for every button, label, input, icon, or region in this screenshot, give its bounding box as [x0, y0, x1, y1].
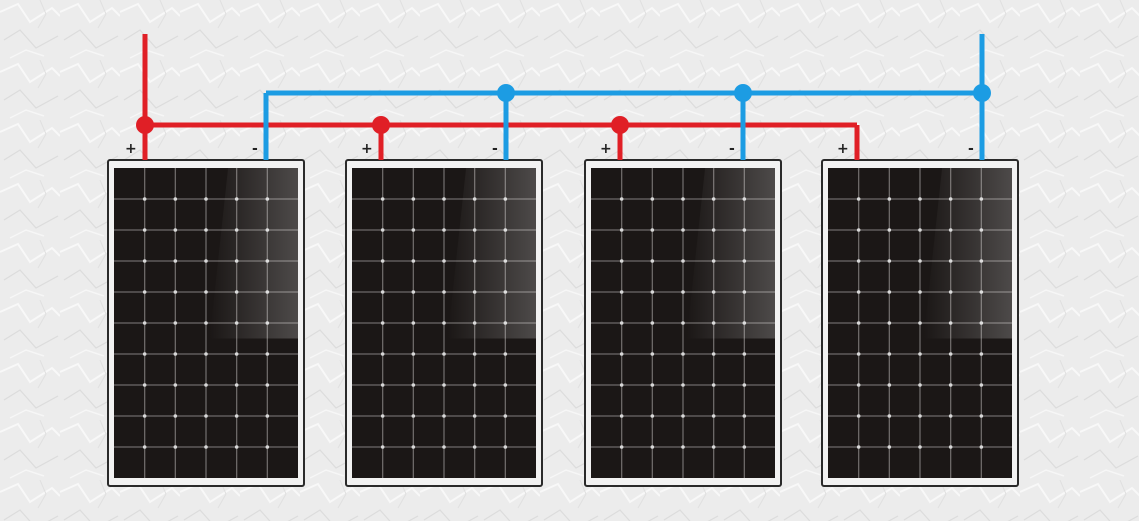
wiring	[136, 34, 991, 160]
panel-glare	[209, 168, 298, 339]
minus-terminal-label: -	[729, 141, 735, 157]
plus-terminal-label: +	[361, 141, 373, 157]
negative-junction	[497, 84, 515, 102]
panel-glare	[923, 168, 1012, 339]
solar-panel	[345, 159, 543, 487]
minus-terminal-label: -	[252, 141, 258, 157]
minus-terminal-label: -	[492, 141, 498, 157]
plus-terminal-label: +	[600, 141, 612, 157]
panel-glare	[686, 168, 775, 339]
negative-junction	[734, 84, 752, 102]
solar-panel	[107, 159, 305, 487]
solar-panel	[821, 159, 1019, 487]
minus-terminal-label: -	[968, 141, 974, 157]
negative-wiring	[263, 34, 991, 160]
positive-junction	[611, 116, 629, 134]
terminal-labels: + - + - + - + -	[125, 141, 974, 157]
positive-junction	[372, 116, 390, 134]
panel-glare	[447, 168, 536, 339]
solar-panels	[107, 159, 1019, 487]
plus-terminal-label: +	[125, 141, 137, 157]
plus-terminal-label: +	[837, 141, 849, 157]
negative-junction	[973, 84, 991, 102]
solar-panel	[584, 159, 782, 487]
positive-junction	[136, 116, 154, 134]
